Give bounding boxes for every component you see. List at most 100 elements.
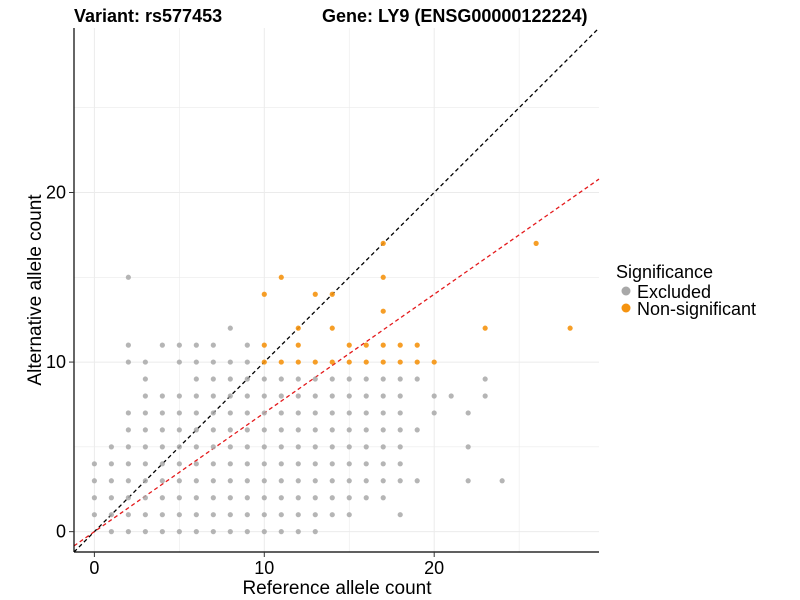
- point-excluded: [142, 410, 148, 416]
- point-excluded: [261, 495, 267, 501]
- point-excluded: [329, 393, 335, 399]
- point-non-significant: [397, 342, 403, 348]
- point-non-significant: [363, 342, 369, 348]
- point-excluded: [91, 495, 97, 501]
- point-excluded: [227, 410, 233, 416]
- point-excluded: [397, 376, 403, 382]
- point-excluded: [244, 342, 250, 348]
- point-excluded: [278, 529, 284, 535]
- point-excluded: [227, 376, 233, 382]
- point-excluded: [125, 512, 131, 518]
- point-excluded: [227, 325, 233, 331]
- point-excluded: [125, 461, 131, 467]
- legend-swatch-non-significant: [621, 303, 631, 313]
- point-excluded: [312, 376, 318, 382]
- point-excluded: [193, 478, 199, 484]
- point-excluded: [346, 495, 352, 501]
- point-excluded: [91, 512, 97, 518]
- point-non-significant: [482, 325, 488, 331]
- point-excluded: [414, 478, 420, 484]
- point-excluded: [261, 478, 267, 484]
- point-excluded: [227, 478, 233, 484]
- point-excluded: [295, 529, 301, 535]
- point-excluded: [295, 376, 301, 382]
- point-excluded: [142, 529, 148, 535]
- data-points-layer: [91, 240, 573, 535]
- point-excluded: [108, 512, 114, 518]
- reference-lines-layer: [73, 27, 600, 553]
- point-excluded: [261, 410, 267, 416]
- point-excluded: [125, 359, 131, 365]
- point-excluded: [244, 376, 250, 382]
- point-non-significant: [363, 359, 369, 365]
- legend-swatch-excluded: [621, 286, 631, 296]
- point-excluded: [397, 427, 403, 433]
- point-excluded: [227, 444, 233, 450]
- y-axis-title: Alternative allele count: [25, 194, 46, 386]
- point-excluded: [295, 444, 301, 450]
- point-excluded: [193, 512, 199, 518]
- x-tick-label-0: 0: [89, 558, 99, 578]
- point-excluded: [312, 461, 318, 467]
- point-excluded: [397, 461, 403, 467]
- point-excluded: [278, 427, 284, 433]
- point-excluded: [278, 512, 284, 518]
- point-excluded: [380, 427, 386, 433]
- point-excluded: [363, 478, 369, 484]
- point-excluded: [142, 512, 148, 518]
- point-excluded: [244, 495, 250, 501]
- point-non-significant: [414, 342, 420, 348]
- point-excluded: [210, 444, 216, 450]
- point-excluded: [295, 393, 301, 399]
- point-excluded: [465, 410, 471, 416]
- point-excluded: [193, 359, 199, 365]
- point-excluded: [346, 376, 352, 382]
- point-excluded: [193, 393, 199, 399]
- point-excluded: [312, 495, 318, 501]
- point-excluded: [397, 393, 403, 399]
- point-excluded: [244, 427, 250, 433]
- point-excluded: [210, 359, 216, 365]
- point-excluded: [380, 393, 386, 399]
- point-non-significant: [431, 359, 437, 365]
- point-excluded: [244, 512, 250, 518]
- point-excluded: [261, 512, 267, 518]
- point-excluded: [142, 495, 148, 501]
- point-excluded: [465, 478, 471, 484]
- point-excluded: [193, 461, 199, 467]
- point-excluded: [176, 512, 182, 518]
- point-non-significant: [414, 359, 420, 365]
- point-excluded: [159, 495, 165, 501]
- point-excluded: [363, 376, 369, 382]
- point-excluded: [244, 410, 250, 416]
- y-tick-label-10: 10: [46, 352, 66, 372]
- point-excluded: [210, 376, 216, 382]
- point-non-significant: [533, 240, 539, 246]
- point-excluded: [91, 478, 97, 484]
- point-excluded: [363, 427, 369, 433]
- point-excluded: [227, 529, 233, 535]
- point-excluded: [278, 461, 284, 467]
- legend-title: Significance: [616, 262, 713, 282]
- point-excluded: [125, 274, 131, 280]
- point-excluded: [312, 410, 318, 416]
- point-excluded: [329, 444, 335, 450]
- point-excluded: [312, 512, 318, 518]
- point-excluded: [244, 359, 250, 365]
- point-excluded: [312, 427, 318, 433]
- point-excluded: [295, 427, 301, 433]
- point-non-significant: [380, 240, 386, 246]
- point-excluded: [210, 478, 216, 484]
- point-excluded: [414, 376, 420, 382]
- point-excluded: [159, 461, 165, 467]
- point-excluded: [261, 393, 267, 399]
- point-excluded: [244, 444, 250, 450]
- point-excluded: [142, 393, 148, 399]
- point-excluded: [176, 529, 182, 535]
- point-non-significant: [295, 342, 301, 348]
- point-excluded: [329, 495, 335, 501]
- point-excluded: [380, 410, 386, 416]
- point-excluded: [397, 410, 403, 416]
- reference-line-identity: [73, 27, 600, 553]
